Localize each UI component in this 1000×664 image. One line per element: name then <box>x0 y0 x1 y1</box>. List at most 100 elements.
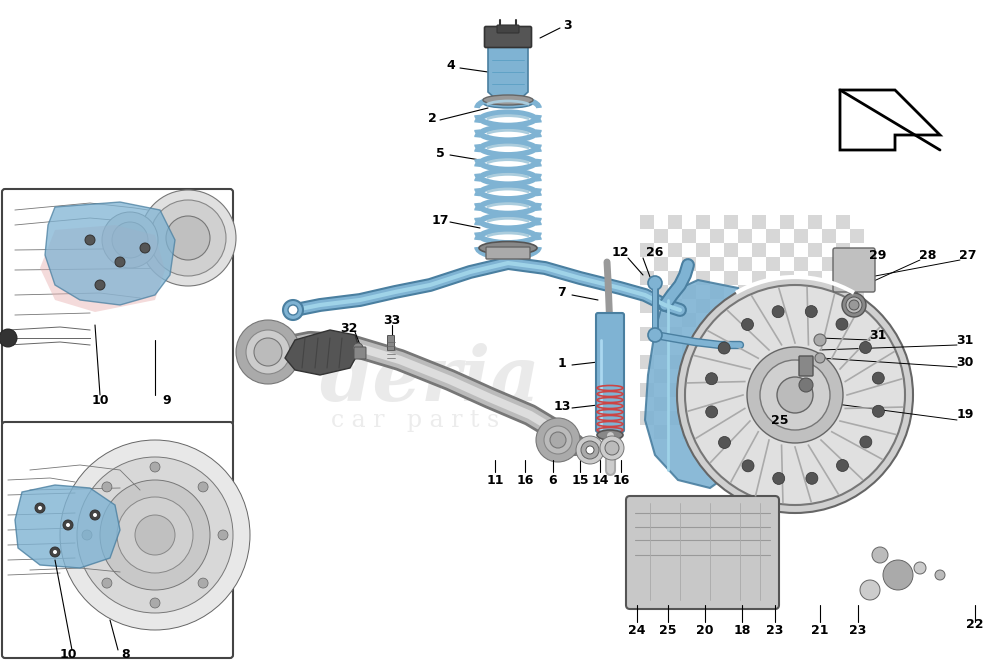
Bar <box>668 327 682 341</box>
Bar <box>724 271 738 285</box>
Bar <box>668 383 682 397</box>
Text: 6: 6 <box>549 473 557 487</box>
Bar <box>668 299 682 313</box>
Bar <box>766 257 780 271</box>
FancyBboxPatch shape <box>354 347 366 359</box>
Circle shape <box>842 293 866 317</box>
Text: 12: 12 <box>611 246 629 258</box>
Bar <box>780 355 794 369</box>
Bar <box>850 313 864 327</box>
Bar <box>738 425 752 439</box>
Text: 33: 33 <box>383 313 401 327</box>
Circle shape <box>117 497 193 573</box>
Bar <box>640 299 654 313</box>
Bar <box>766 229 780 243</box>
Bar <box>654 285 668 299</box>
Circle shape <box>283 300 303 320</box>
Circle shape <box>860 341 872 353</box>
Bar <box>766 341 780 355</box>
Bar <box>752 299 766 313</box>
Bar <box>668 243 682 257</box>
Circle shape <box>150 200 226 276</box>
Circle shape <box>605 441 619 455</box>
Text: 25: 25 <box>771 414 789 426</box>
Circle shape <box>90 510 100 520</box>
Text: 21: 21 <box>811 623 829 637</box>
Bar <box>710 369 724 383</box>
Bar <box>836 299 850 313</box>
Text: 10: 10 <box>91 394 109 406</box>
Circle shape <box>815 353 825 363</box>
Bar <box>640 327 654 341</box>
Circle shape <box>102 482 112 492</box>
Circle shape <box>82 530 92 540</box>
Ellipse shape <box>483 95 533 105</box>
FancyBboxPatch shape <box>596 313 624 432</box>
Text: 20: 20 <box>696 623 714 637</box>
Bar <box>836 271 850 285</box>
FancyBboxPatch shape <box>799 356 813 376</box>
Bar <box>794 397 808 411</box>
Bar <box>682 425 696 439</box>
Bar <box>682 285 696 299</box>
Text: 31: 31 <box>956 333 974 347</box>
Bar <box>780 299 794 313</box>
FancyBboxPatch shape <box>486 247 530 259</box>
Bar <box>640 411 654 425</box>
Text: 2: 2 <box>428 112 436 125</box>
Bar <box>724 215 738 229</box>
Circle shape <box>38 506 42 510</box>
Circle shape <box>742 319 754 331</box>
Circle shape <box>166 216 210 260</box>
Circle shape <box>777 377 813 413</box>
Bar <box>752 355 766 369</box>
Bar <box>724 383 738 397</box>
Bar <box>654 369 668 383</box>
Bar <box>794 229 808 243</box>
Polygon shape <box>40 225 165 312</box>
Circle shape <box>914 562 926 574</box>
Bar <box>696 355 710 369</box>
Bar <box>850 425 864 439</box>
Bar <box>696 299 710 313</box>
Text: 32: 32 <box>340 321 358 335</box>
Circle shape <box>66 523 70 527</box>
Bar <box>696 243 710 257</box>
Circle shape <box>836 459 848 471</box>
Bar <box>808 215 822 229</box>
Bar <box>808 355 822 369</box>
Circle shape <box>576 436 604 464</box>
Circle shape <box>685 285 905 505</box>
Bar <box>794 425 808 439</box>
FancyBboxPatch shape <box>833 248 875 292</box>
Bar <box>836 215 850 229</box>
Text: 11: 11 <box>486 473 504 487</box>
Circle shape <box>935 570 945 580</box>
Circle shape <box>860 580 880 600</box>
Bar <box>822 285 836 299</box>
Circle shape <box>63 520 73 530</box>
Polygon shape <box>488 46 528 100</box>
Bar <box>836 243 850 257</box>
Bar <box>822 257 836 271</box>
Circle shape <box>288 305 298 315</box>
Bar <box>724 355 738 369</box>
Bar <box>822 369 836 383</box>
Bar <box>738 313 752 327</box>
Bar <box>836 355 850 369</box>
Bar <box>710 285 724 299</box>
Bar <box>850 229 864 243</box>
Bar <box>808 327 822 341</box>
Circle shape <box>254 338 282 366</box>
Bar <box>696 383 710 397</box>
Circle shape <box>860 436 872 448</box>
Text: 25: 25 <box>659 623 677 637</box>
Bar <box>710 257 724 271</box>
Polygon shape <box>645 280 755 488</box>
Circle shape <box>93 513 97 517</box>
Circle shape <box>706 406 718 418</box>
Bar <box>808 243 822 257</box>
Bar <box>682 257 696 271</box>
Bar <box>654 229 668 243</box>
Circle shape <box>773 472 785 485</box>
